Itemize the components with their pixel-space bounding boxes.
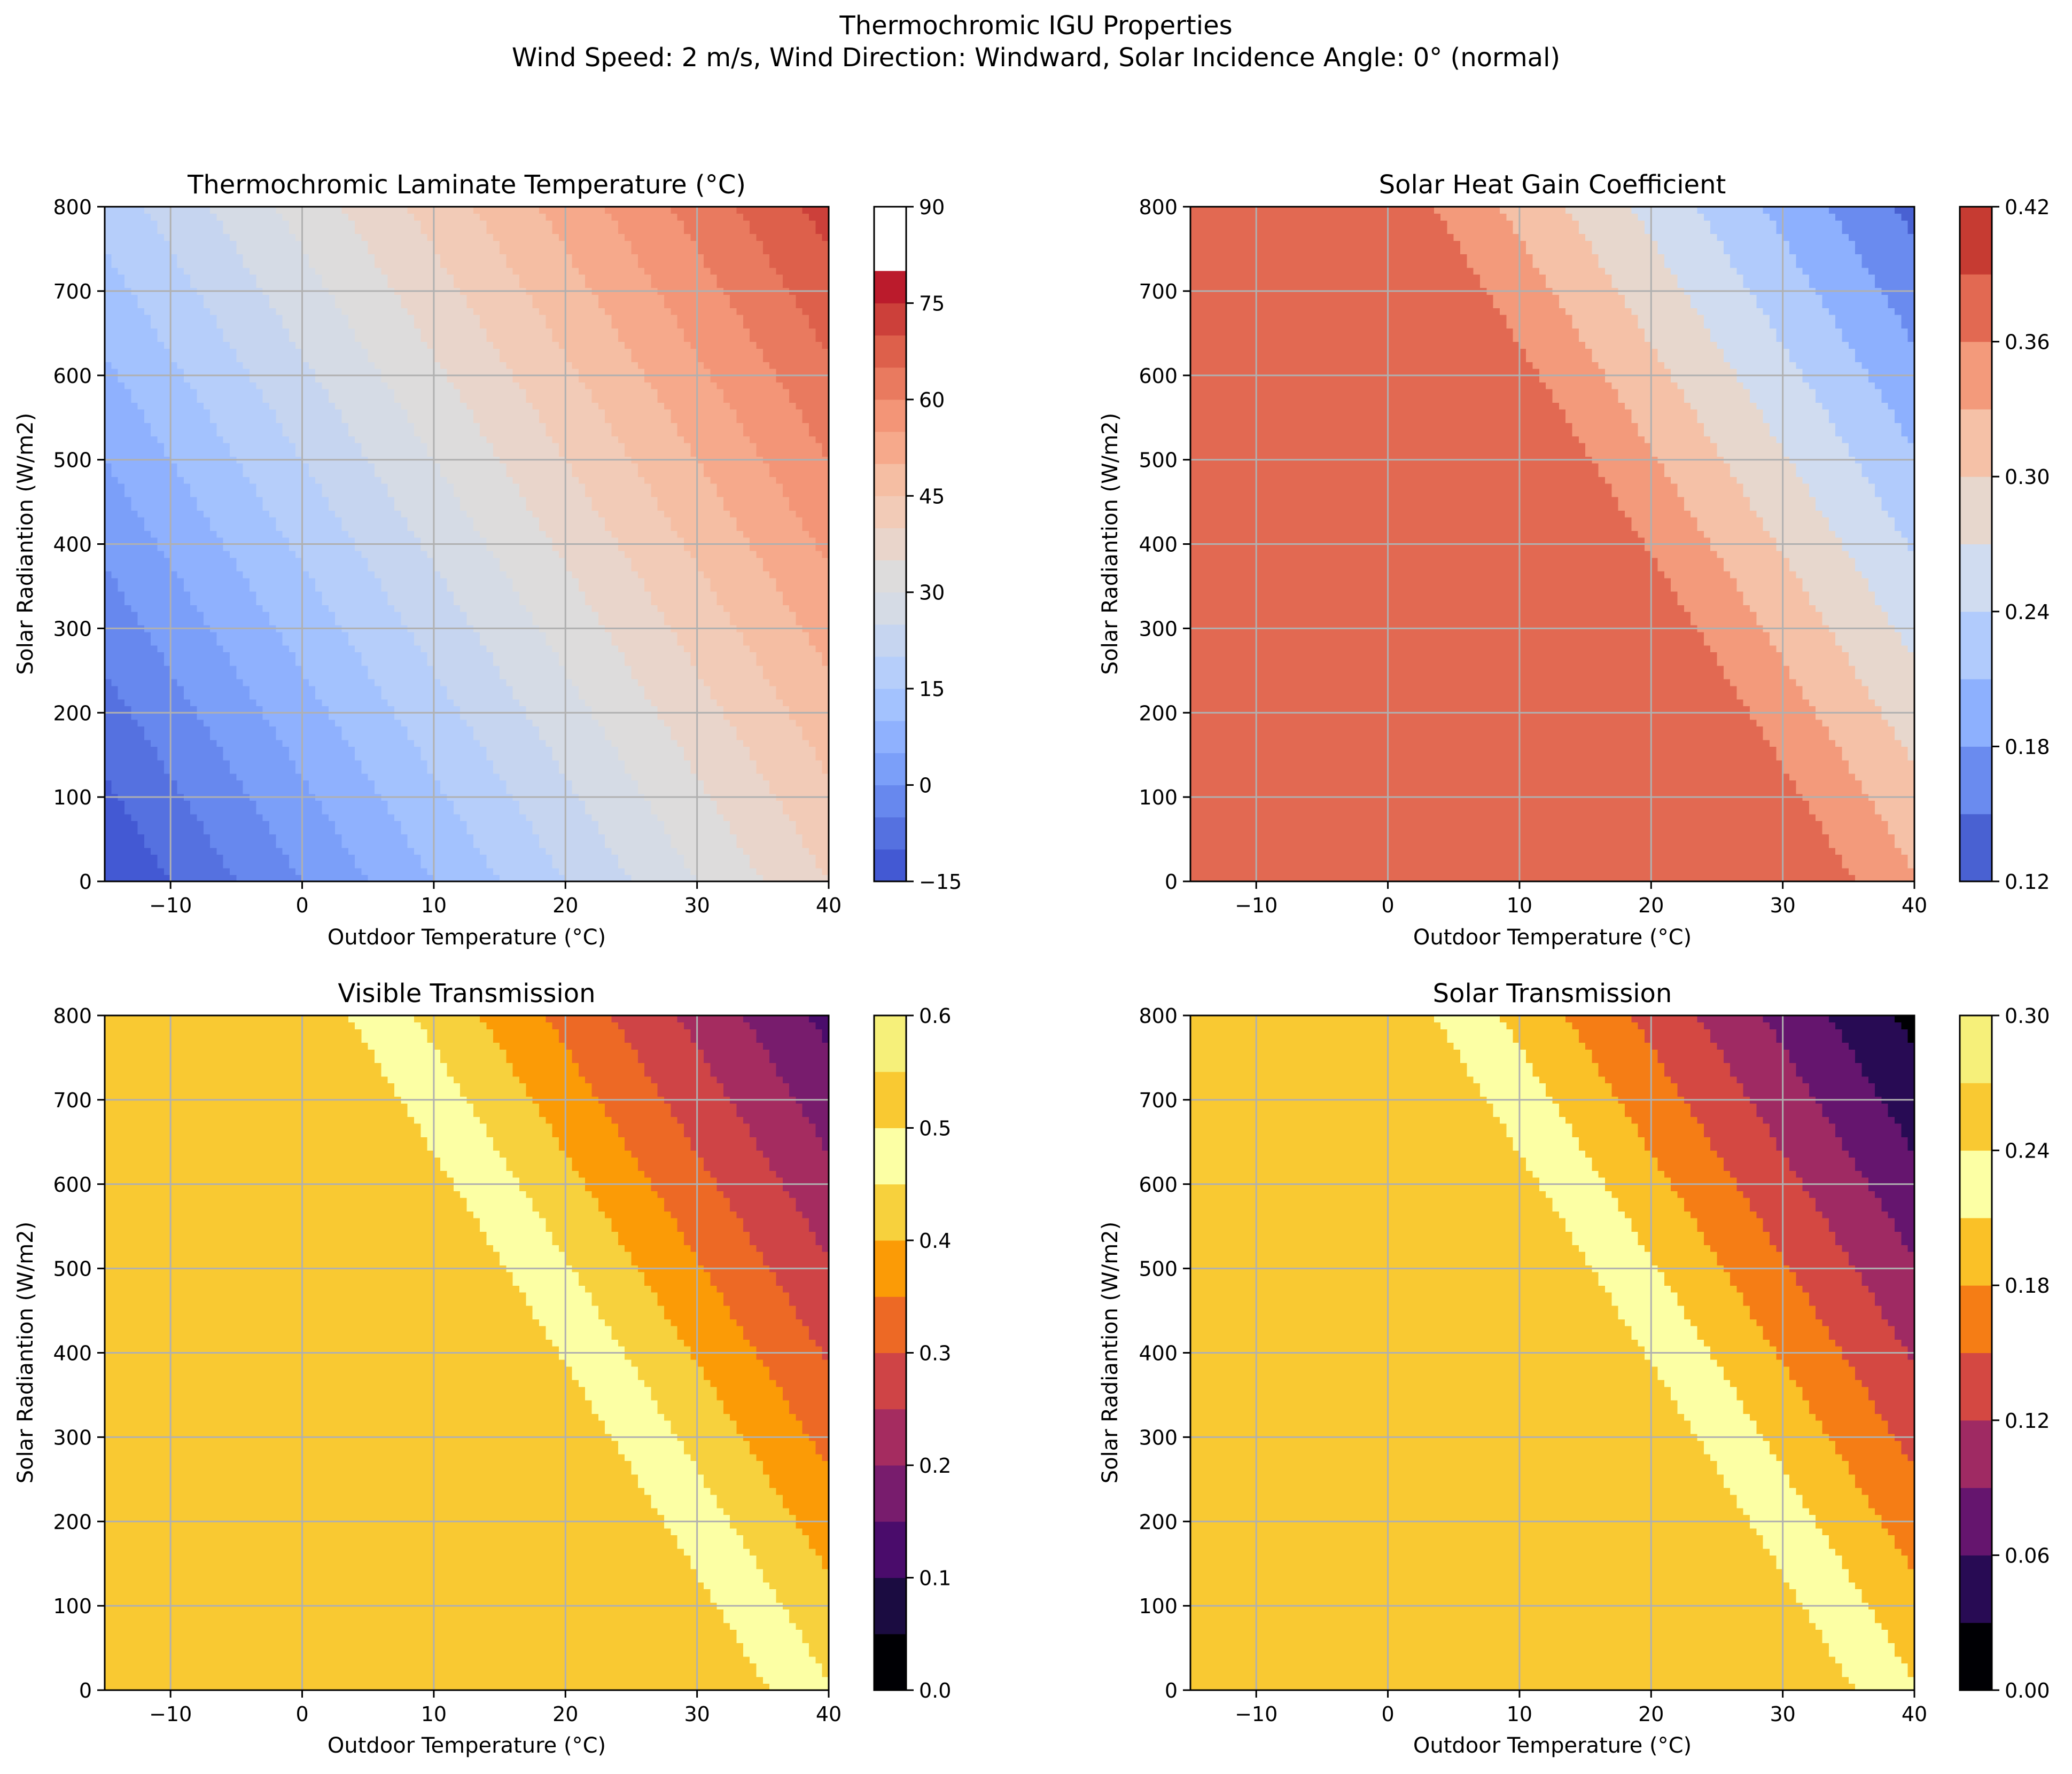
figure: Thermochromic IGU Properties Wind Speed:… — [0, 0, 2072, 1774]
